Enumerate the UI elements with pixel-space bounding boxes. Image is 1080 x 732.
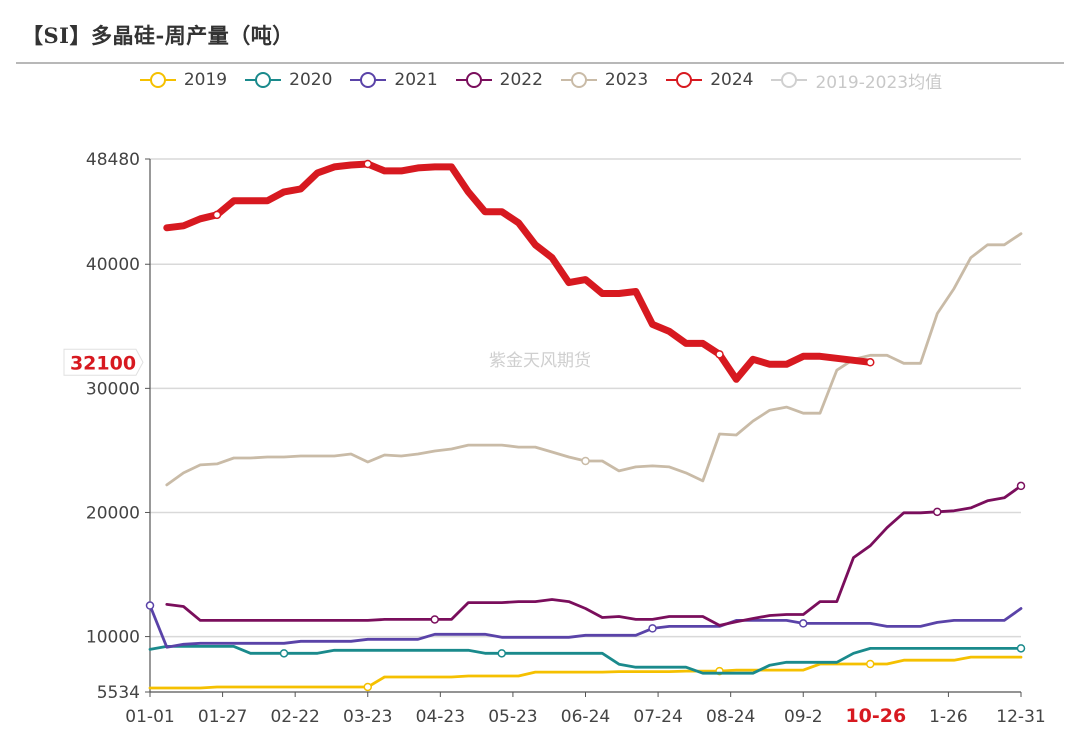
series-line-2019	[148, 655, 1023, 690]
series-2021	[145, 601, 1023, 649]
y-tick-label: 10000	[86, 628, 140, 648]
data-point-2023	[581, 456, 590, 466]
data-point-2024	[363, 159, 372, 169]
data-point-2020	[497, 649, 506, 658]
x-tick-label: 07-24	[633, 707, 682, 727]
legend-item-2021[interactable]: 2021	[348, 67, 438, 93]
data-point-2022	[1016, 481, 1026, 491]
legend-line-circle-icon	[455, 72, 492, 88]
legend-item-2019-2023均值[interactable]: 2019-2023均值	[769, 67, 942, 93]
x-tick-label: 12-31	[996, 707, 1045, 727]
y-tick-label: 30000	[86, 379, 140, 399]
x-tick-label: 01-01	[125, 707, 174, 727]
series-line-2024	[163, 160, 874, 383]
data-point-2024	[866, 358, 875, 367]
y-tick-label: 5534	[97, 683, 140, 703]
data-point-2021	[648, 624, 657, 633]
watermark: 紫金天风期货	[489, 351, 591, 371]
data-point-2024	[212, 210, 222, 220]
legend-line-circle-icon	[666, 72, 703, 88]
x-tick-label-highlight: 10-26	[845, 705, 906, 727]
x-tick-label: 05-23	[488, 707, 537, 727]
y-tick-label: 48480	[86, 150, 140, 170]
legend-item-2022[interactable]: 2022	[454, 67, 543, 93]
data-point-2019	[866, 659, 875, 669]
legend-label: 2020	[289, 70, 333, 90]
data-point-2019	[363, 682, 372, 692]
legend-label: 2019	[183, 70, 228, 90]
legend-label: 2022	[499, 70, 543, 90]
x-tick-label: 04-23	[416, 707, 465, 727]
data-point-2021	[799, 619, 808, 628]
series-2020	[148, 644, 1026, 675]
axis-pointer-label-box	[63, 348, 144, 376]
legend-line-circle-icon	[139, 72, 176, 88]
legend-label: 2024	[710, 70, 754, 90]
legend-line-circle-icon	[350, 72, 387, 88]
legend-item-2023[interactable]: 2023	[559, 67, 648, 93]
data-point-2022	[933, 507, 942, 517]
legend-label: 2019-2023均值	[815, 72, 943, 93]
x-tick-label: 08-24	[706, 707, 755, 727]
x-tick-label: 02-22	[270, 707, 319, 727]
legend-label: 2021	[394, 70, 438, 90]
chart-title: 【SI】多晶硅-周产量（吨）	[22, 23, 294, 48]
series-line-2020	[148, 645, 1023, 675]
series-2019	[148, 655, 1023, 692]
data-point-2022	[430, 615, 439, 624]
y-tick-label: 20000	[86, 503, 140, 523]
axis-pointer-label: 32100	[70, 352, 136, 374]
legend-line-circle-icon	[560, 72, 597, 88]
series-line-2023	[165, 232, 1023, 487]
legend-item-2024[interactable]: 2024	[664, 67, 753, 93]
x-tick-label: 1-26	[929, 707, 968, 727]
legend: 2019 2020 2021 2022 2023 2024 2019-2023均值	[0, 67, 1080, 93]
x-tick-label: 03-23	[343, 707, 392, 727]
series-line-2022	[165, 484, 1023, 627]
legend-item-2020[interactable]: 2020	[243, 67, 332, 93]
data-point-2020	[279, 649, 289, 658]
legend-line-circle-icon	[771, 72, 808, 88]
x-tick-label: 01-27	[198, 707, 247, 727]
x-tick-label: 09-2	[784, 707, 823, 727]
series-2023	[165, 232, 1023, 487]
data-point-2024	[715, 350, 724, 359]
series-2022	[165, 481, 1026, 627]
y-tick-label: 40000	[86, 255, 140, 275]
data-point-2020	[1016, 644, 1026, 653]
legend-line-circle-icon	[245, 72, 282, 88]
x-tick-label: 06-24	[561, 707, 610, 727]
legend-label: 2023	[604, 70, 649, 90]
series-2024	[163, 159, 875, 383]
data-point-2021	[145, 601, 155, 610]
series-line-2021	[148, 604, 1023, 649]
legend-item-2019[interactable]: 2019	[138, 67, 227, 93]
title-divider	[16, 62, 1064, 64]
